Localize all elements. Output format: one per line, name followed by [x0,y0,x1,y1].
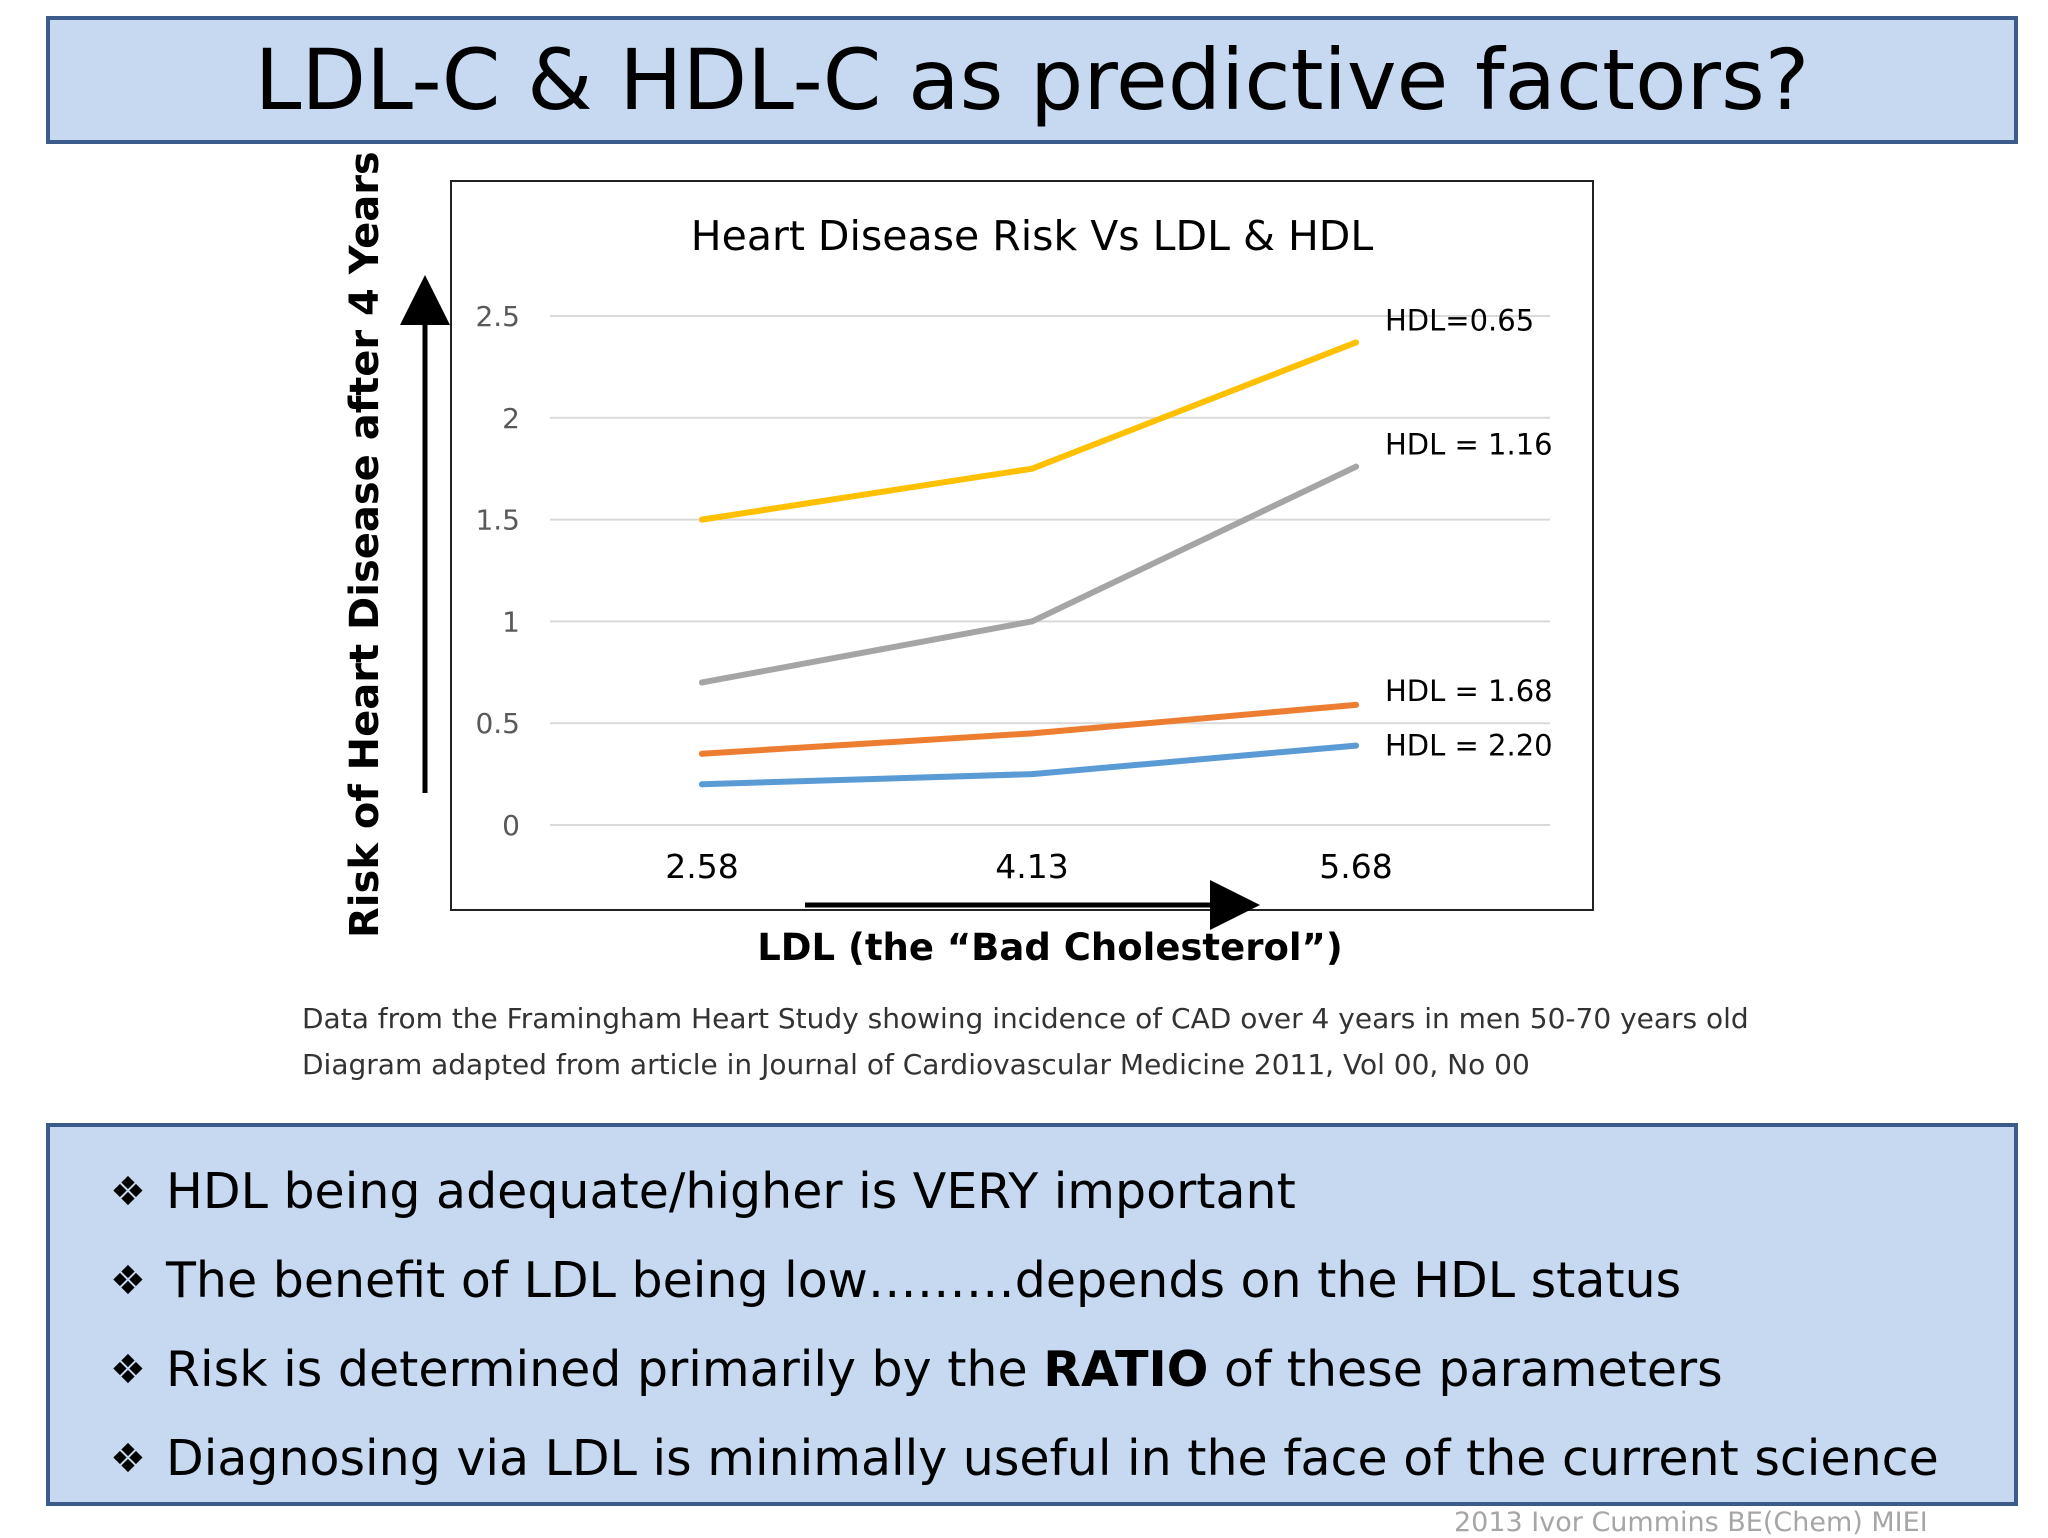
line-chart: Heart Disease Risk Vs LDL & HDL 0 0.5 1 1.5… [475,212,1553,886]
series-label: HDL = 1.68 [1385,674,1553,708]
data-point [1353,701,1359,708]
diamond-bullet-icon: ❖ [110,1168,146,1215]
data-point [1029,730,1035,737]
data-point [699,750,705,757]
series-line [699,742,1359,788]
chart-title: Heart Disease Risk Vs LDL & HDL [691,212,1374,260]
y-tick-label: 2 [502,402,520,435]
series-label: HDL=0.65 [1385,303,1534,337]
data-point [699,516,705,523]
data-point [699,679,705,686]
bullet-item: ❖ The benefit of LDL being low………depends… [110,1236,2014,1325]
x-tick-label: 4.13 [995,847,1068,886]
bullet-text: Risk is determined primarily by the RATI… [166,1341,1723,1398]
bullet-item: ❖ Diagnosing via LDL is minimally useful… [110,1414,2014,1503]
diamond-bullet-icon: ❖ [110,1346,146,1393]
y-tick-label: 0.5 [475,707,520,740]
data-point [699,781,705,788]
bullet-item: ❖ HDL being adequate/higher is VERY impo… [110,1147,2014,1236]
data-point [1353,339,1359,346]
source-line: Data from the Framingham Heart Study sho… [302,1002,1749,1035]
bullet-text: Diagnosing via LDL is minimally useful i… [166,1430,1939,1487]
key-points-panel: ❖ HDL being adequate/higher is VERY impo… [46,1123,2018,1506]
title-banner: LDL-C & HDL-C as predictive factors? [46,16,2018,144]
x-tick-label: 2.58 [665,847,738,886]
y-tick-label: 1 [502,605,520,638]
data-point [1029,771,1035,778]
diamond-bullet-icon: ❖ [110,1257,146,1304]
y-tick-label: 0 [502,809,520,842]
source-note: Data from the Framingham Heart Study sho… [302,996,1749,1088]
series-label: HDL = 1.16 [1385,428,1553,462]
diamond-bullet-icon: ❖ [110,1435,146,1482]
y-tick-label: 2.5 [475,300,520,333]
data-point [1353,463,1359,470]
bullet-text: The benefit of LDL being low………depends o… [166,1252,1682,1309]
y-tick-label: 1.5 [475,504,520,537]
chart-frame [450,180,1594,911]
data-point [1029,465,1035,472]
series-line [699,701,1359,757]
x-tick-label: 5.68 [1319,847,1392,886]
data-point [1353,742,1359,749]
x-axis-label: LDL (the “Bad Cholesterol”) [757,926,1343,969]
data-point [1029,618,1035,625]
y-axis-label: Risk of Heart Disease after 4 Years [342,151,388,938]
series-line [699,339,1359,523]
slide-title: LDL-C & HDL-C as predictive factors? [254,31,1810,129]
bullet-item: ❖ Risk is determined primarily by the RA… [110,1325,2014,1414]
emphasis-ratio: RATIO [1043,1341,1209,1398]
bullet-text: HDL being adequate/higher is VERY import… [166,1163,1296,1220]
series-label: HDL = 2.20 [1385,729,1553,763]
footer-credit: 2013 Ivor Cummins BE(Chem) MIEI [1454,1507,1928,1538]
source-line: Diagram adapted from article in Journal … [302,1048,1530,1081]
series-line [699,463,1359,686]
